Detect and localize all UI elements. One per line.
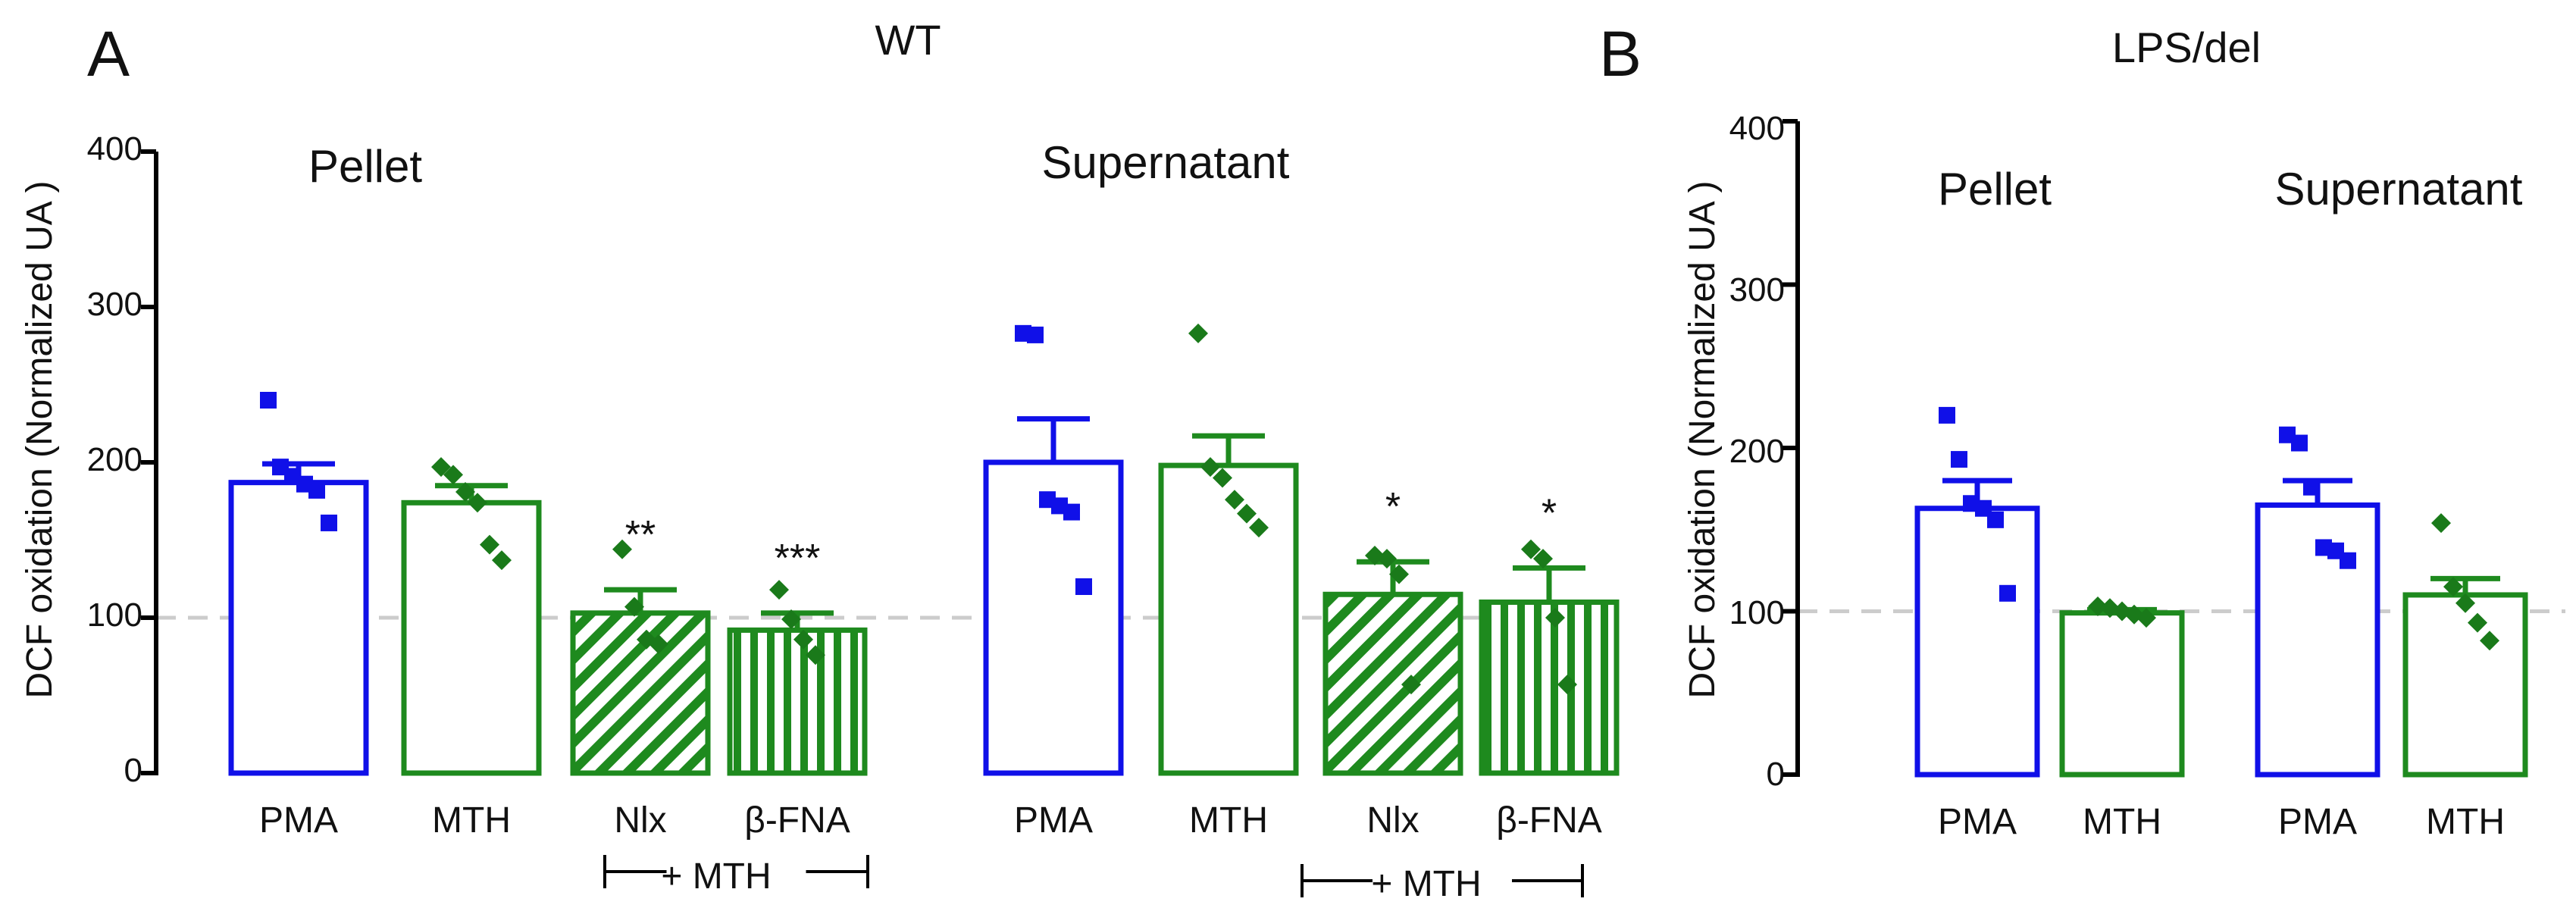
panel-a-bar <box>983 459 1124 776</box>
panel-a-bar <box>1322 591 1463 776</box>
panel-b-data-point <box>2291 434 2308 452</box>
panel-a-data-point <box>1249 518 1269 538</box>
panel-a-significance-label: * <box>1385 485 1401 529</box>
panel-a-data-point <box>1377 549 1397 569</box>
panel-a-bar <box>1158 462 1299 776</box>
panel-a-data-point <box>455 481 475 502</box>
panel-a-significance-label: * <box>1542 491 1557 535</box>
panel-b-y-tick-label: 300 <box>1729 271 1785 308</box>
panel-a-category-label: MTH <box>432 800 511 841</box>
panel-b-title: LPS/del <box>2112 23 2261 71</box>
panel-a-data-point <box>769 580 789 600</box>
panel-a-category-label: PMA <box>1014 800 1093 841</box>
panel-b-data-point <box>2431 513 2451 534</box>
panel-b-group-title-pellet: Pellet <box>1938 164 2052 214</box>
panel-a-data-point <box>492 550 512 571</box>
panel-a-category-label: β-FNA <box>1496 800 1602 841</box>
panel-a-y-tick-label: 200 <box>87 441 142 478</box>
panel-a-data-point <box>612 539 632 559</box>
panel-a-data-point <box>1027 326 1044 343</box>
panel-a-pellet-bracket-label: + MTH <box>661 856 771 897</box>
panel-a-data-point <box>624 596 644 617</box>
panel-b-y-tick-label: 0 <box>1767 756 1785 793</box>
panel-b-data-point <box>1951 451 1967 468</box>
panel-b-data-point <box>2468 612 2487 633</box>
panel-a-bar <box>401 499 542 776</box>
panel-b-data-point <box>2480 631 2499 651</box>
panel-b-category-label: MTH <box>2426 802 2505 842</box>
chart-marks: PMA MTH ** Nlx *** β-FNA PMA MTH * Nlx * β-FNA PMA MT… <box>141 119 2565 897</box>
panel-a-bar <box>228 480 369 776</box>
panel-b-y-tick-label: 400 <box>1729 110 1785 147</box>
panel-a-category-label: Nlx <box>1366 800 1419 841</box>
panel-a-data-point <box>1188 323 1208 343</box>
panel-a-y-tick-label: 400 <box>87 130 142 168</box>
panel-a-data-point <box>649 634 668 654</box>
panel-a-data-point <box>1401 675 1421 695</box>
panel-letter-a: A <box>87 18 130 89</box>
panel-a-data-point <box>1389 564 1409 584</box>
panel-a-data-point <box>793 629 813 650</box>
panel-a-significance-label: ** <box>625 513 656 557</box>
panel-a-title: WT <box>875 16 941 64</box>
panel-b-data-point <box>1987 511 2004 528</box>
panel-a-category-label: β-FNA <box>744 800 850 841</box>
panel-letter-b: B <box>1599 18 1642 89</box>
panel-b-data-point <box>1939 406 1955 424</box>
panel-a-bar <box>727 627 868 776</box>
panel-a-group-title-supernatant: Supernatant <box>1042 137 1290 188</box>
panel-a-significance-label: *** <box>775 537 821 581</box>
panel-b-data-point <box>1999 584 2016 602</box>
panel-b-category-label: MTH <box>2083 802 2161 842</box>
panel-b-category-label: PMA <box>2278 802 2357 842</box>
panel-a-bar <box>1479 600 1620 776</box>
panel-a-category-label: Nlx <box>614 800 666 841</box>
panel-a-data-point <box>443 465 463 485</box>
panel-b-bar <box>1914 506 2040 778</box>
panel-b-data-point <box>2443 577 2463 597</box>
panel-a-y-tick-label: 0 <box>124 752 142 789</box>
panel-a-data-point <box>781 609 801 630</box>
panel-a-data-point <box>1545 608 1565 628</box>
panel-a-data-point <box>1200 457 1220 477</box>
panel-a-data-point <box>1063 503 1080 521</box>
panel-a-data-point <box>1213 468 1232 488</box>
panel-b-y-axis-label: DCF oxidation (Normalized UA ) <box>1682 181 1723 699</box>
panel-a-y-tick-label: 100 <box>87 596 142 634</box>
panel-a-data-point <box>308 481 325 499</box>
panel-a-data-point <box>480 534 499 555</box>
panel-a-data-point <box>1075 578 1092 595</box>
panel-b-bar <box>2402 592 2528 778</box>
panel-b-category-label: PMA <box>1938 802 2017 842</box>
panel-b-data-point <box>2088 596 2108 617</box>
panel-b-y-tick-label: 100 <box>1729 594 1785 631</box>
panel-a-category-label: PMA <box>259 800 338 841</box>
panel-a-data-point <box>431 457 451 477</box>
panel-a-data-point <box>1521 539 1541 559</box>
panel-b-data-point <box>2340 552 2356 569</box>
panel-a-data-point <box>1557 675 1577 695</box>
panel-a-data-point <box>1225 490 1244 510</box>
panel-a-data-point <box>321 514 337 531</box>
panel-a-data-point <box>260 392 277 409</box>
panel-a-data-point <box>1533 549 1553 569</box>
panel-a-y-axis-label: DCF oxidation (Normalized UA ) <box>20 181 60 699</box>
panel-a-data-point <box>806 645 825 665</box>
panel-b-data-point <box>2455 593 2475 613</box>
panel-a-supernatant-bracket-label: + MTH <box>1371 864 1481 904</box>
panel-a-category-label: MTH <box>1189 800 1268 841</box>
panel-b-data-point <box>2136 608 2156 628</box>
panel-a-data-point <box>1237 503 1257 524</box>
panel-b-y-tick-label: 200 <box>1729 433 1785 470</box>
panel-a-y-tick-label: 300 <box>87 286 142 323</box>
panel-b-group-title-supernatant: Supernatant <box>2275 164 2523 214</box>
panel-b-bar <box>2059 610 2185 778</box>
panel-b-data-point <box>2303 478 2320 496</box>
panel-a-group-title-pellet: Pellet <box>308 141 422 192</box>
panel-a-data-point <box>468 493 487 513</box>
